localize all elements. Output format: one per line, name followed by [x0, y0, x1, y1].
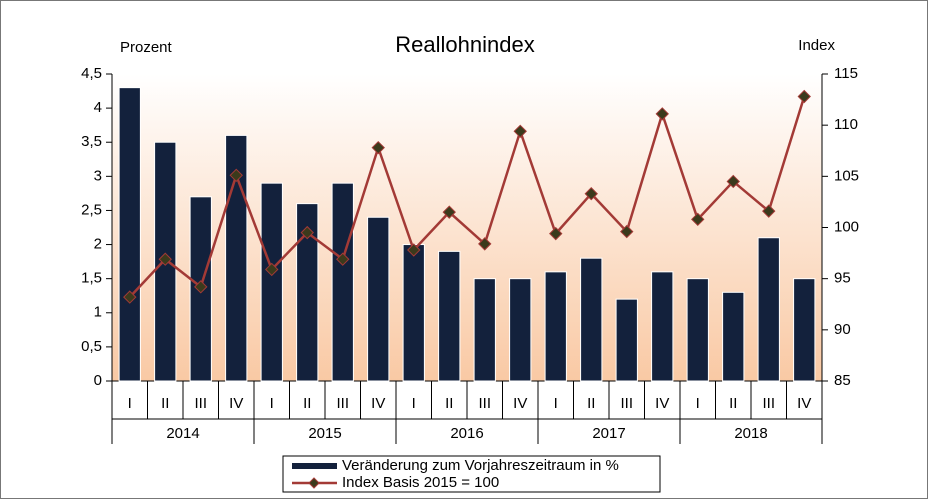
bar	[225, 134, 248, 382]
x-tick-label: II	[729, 395, 737, 412]
bar	[615, 298, 638, 382]
x-group-label: 2014	[166, 425, 199, 442]
x-tick-label: IV	[229, 395, 243, 412]
x-group-label: 2016	[450, 425, 483, 442]
y-tick-label: 1,5	[81, 270, 102, 287]
y2-tick-label: 85	[834, 372, 851, 389]
x-tick-label: I	[412, 395, 416, 412]
chart-title: Reallohnindex	[395, 32, 534, 57]
x-tick-label: I	[696, 395, 700, 412]
marker	[549, 226, 563, 241]
marker	[655, 107, 669, 121]
x-tick-label: II	[445, 395, 453, 412]
legend-marker	[308, 477, 320, 489]
marker	[620, 224, 634, 239]
y-tick-label: 4,5	[81, 65, 102, 82]
x-tick-label: III	[194, 395, 207, 412]
bar	[686, 278, 709, 382]
legend-label: Veränderung zum Vorjahreszeitraum in %	[342, 457, 619, 474]
x-tick-label: II	[587, 395, 595, 412]
marker	[265, 262, 279, 277]
x-tick-label: III	[478, 395, 491, 412]
y-tick-label: 2	[94, 236, 102, 253]
y2-tick-label: 110	[834, 116, 858, 133]
y-axis-label: Prozent	[120, 39, 173, 56]
marker	[371, 140, 385, 155]
y2-tick-label: 95	[834, 270, 851, 287]
x-tick-label: III	[762, 395, 775, 412]
x-tick-label: II	[161, 395, 169, 412]
x-tick-label: IV	[797, 395, 811, 412]
marker	[407, 243, 421, 257]
x-tick-label: III	[620, 395, 633, 412]
bar	[544, 271, 567, 382]
bar	[296, 203, 319, 382]
y2-tick-label: 100	[834, 218, 859, 235]
x-tick-label: III	[336, 395, 349, 412]
x-tick-label: II	[303, 395, 311, 412]
marker	[513, 124, 527, 139]
marker	[442, 205, 456, 219]
bar	[793, 278, 816, 382]
marker	[584, 187, 598, 201]
y-tick-label: 1	[94, 304, 102, 321]
line	[128, 96, 806, 298]
x-group-label: 2015	[308, 425, 341, 442]
x-tick-label: I	[554, 395, 558, 412]
marker	[691, 212, 705, 227]
legend	[282, 455, 661, 493]
x-tick-label: I	[128, 395, 132, 412]
bar	[260, 182, 283, 382]
marker	[336, 252, 350, 266]
y-tick-label: 0	[94, 372, 102, 389]
y-tick-label: 2,5	[81, 201, 102, 218]
marker	[797, 89, 811, 104]
bar	[402, 244, 425, 382]
bar	[438, 250, 461, 382]
x-group-label: 2017	[592, 425, 625, 442]
marker	[194, 280, 208, 294]
marker	[229, 168, 243, 183]
marker	[762, 204, 776, 218]
y-tick-label: 0,5	[81, 338, 102, 355]
legend-label: Index Basis 2015 = 100	[342, 474, 499, 491]
marker	[300, 225, 314, 240]
marker	[158, 252, 172, 266]
y2-axis-label: Index	[798, 37, 835, 54]
x-tick-label: IV	[371, 395, 385, 412]
x-tick-label: I	[270, 395, 274, 412]
y2-tick-label: 115	[834, 65, 858, 82]
x-tick-label: IV	[655, 395, 669, 412]
bar	[473, 278, 496, 382]
marker	[478, 237, 492, 251]
bar	[118, 87, 141, 382]
x-tick-label: IV	[513, 395, 527, 412]
marker	[123, 290, 137, 304]
bar	[367, 216, 390, 382]
y-tick-label: 3,5	[81, 133, 102, 150]
bar	[331, 182, 354, 382]
y2-tick-label: 90	[834, 321, 851, 338]
bar	[509, 278, 532, 382]
bar	[580, 257, 603, 382]
bar	[757, 237, 780, 382]
x-group-label: 2018	[734, 425, 767, 442]
bar	[722, 291, 745, 382]
marker	[726, 174, 740, 189]
y-tick-label: 4	[94, 99, 102, 116]
y-tick-label: 3	[94, 167, 102, 184]
bar	[651, 271, 674, 382]
y2-tick-label: 105	[834, 167, 859, 184]
